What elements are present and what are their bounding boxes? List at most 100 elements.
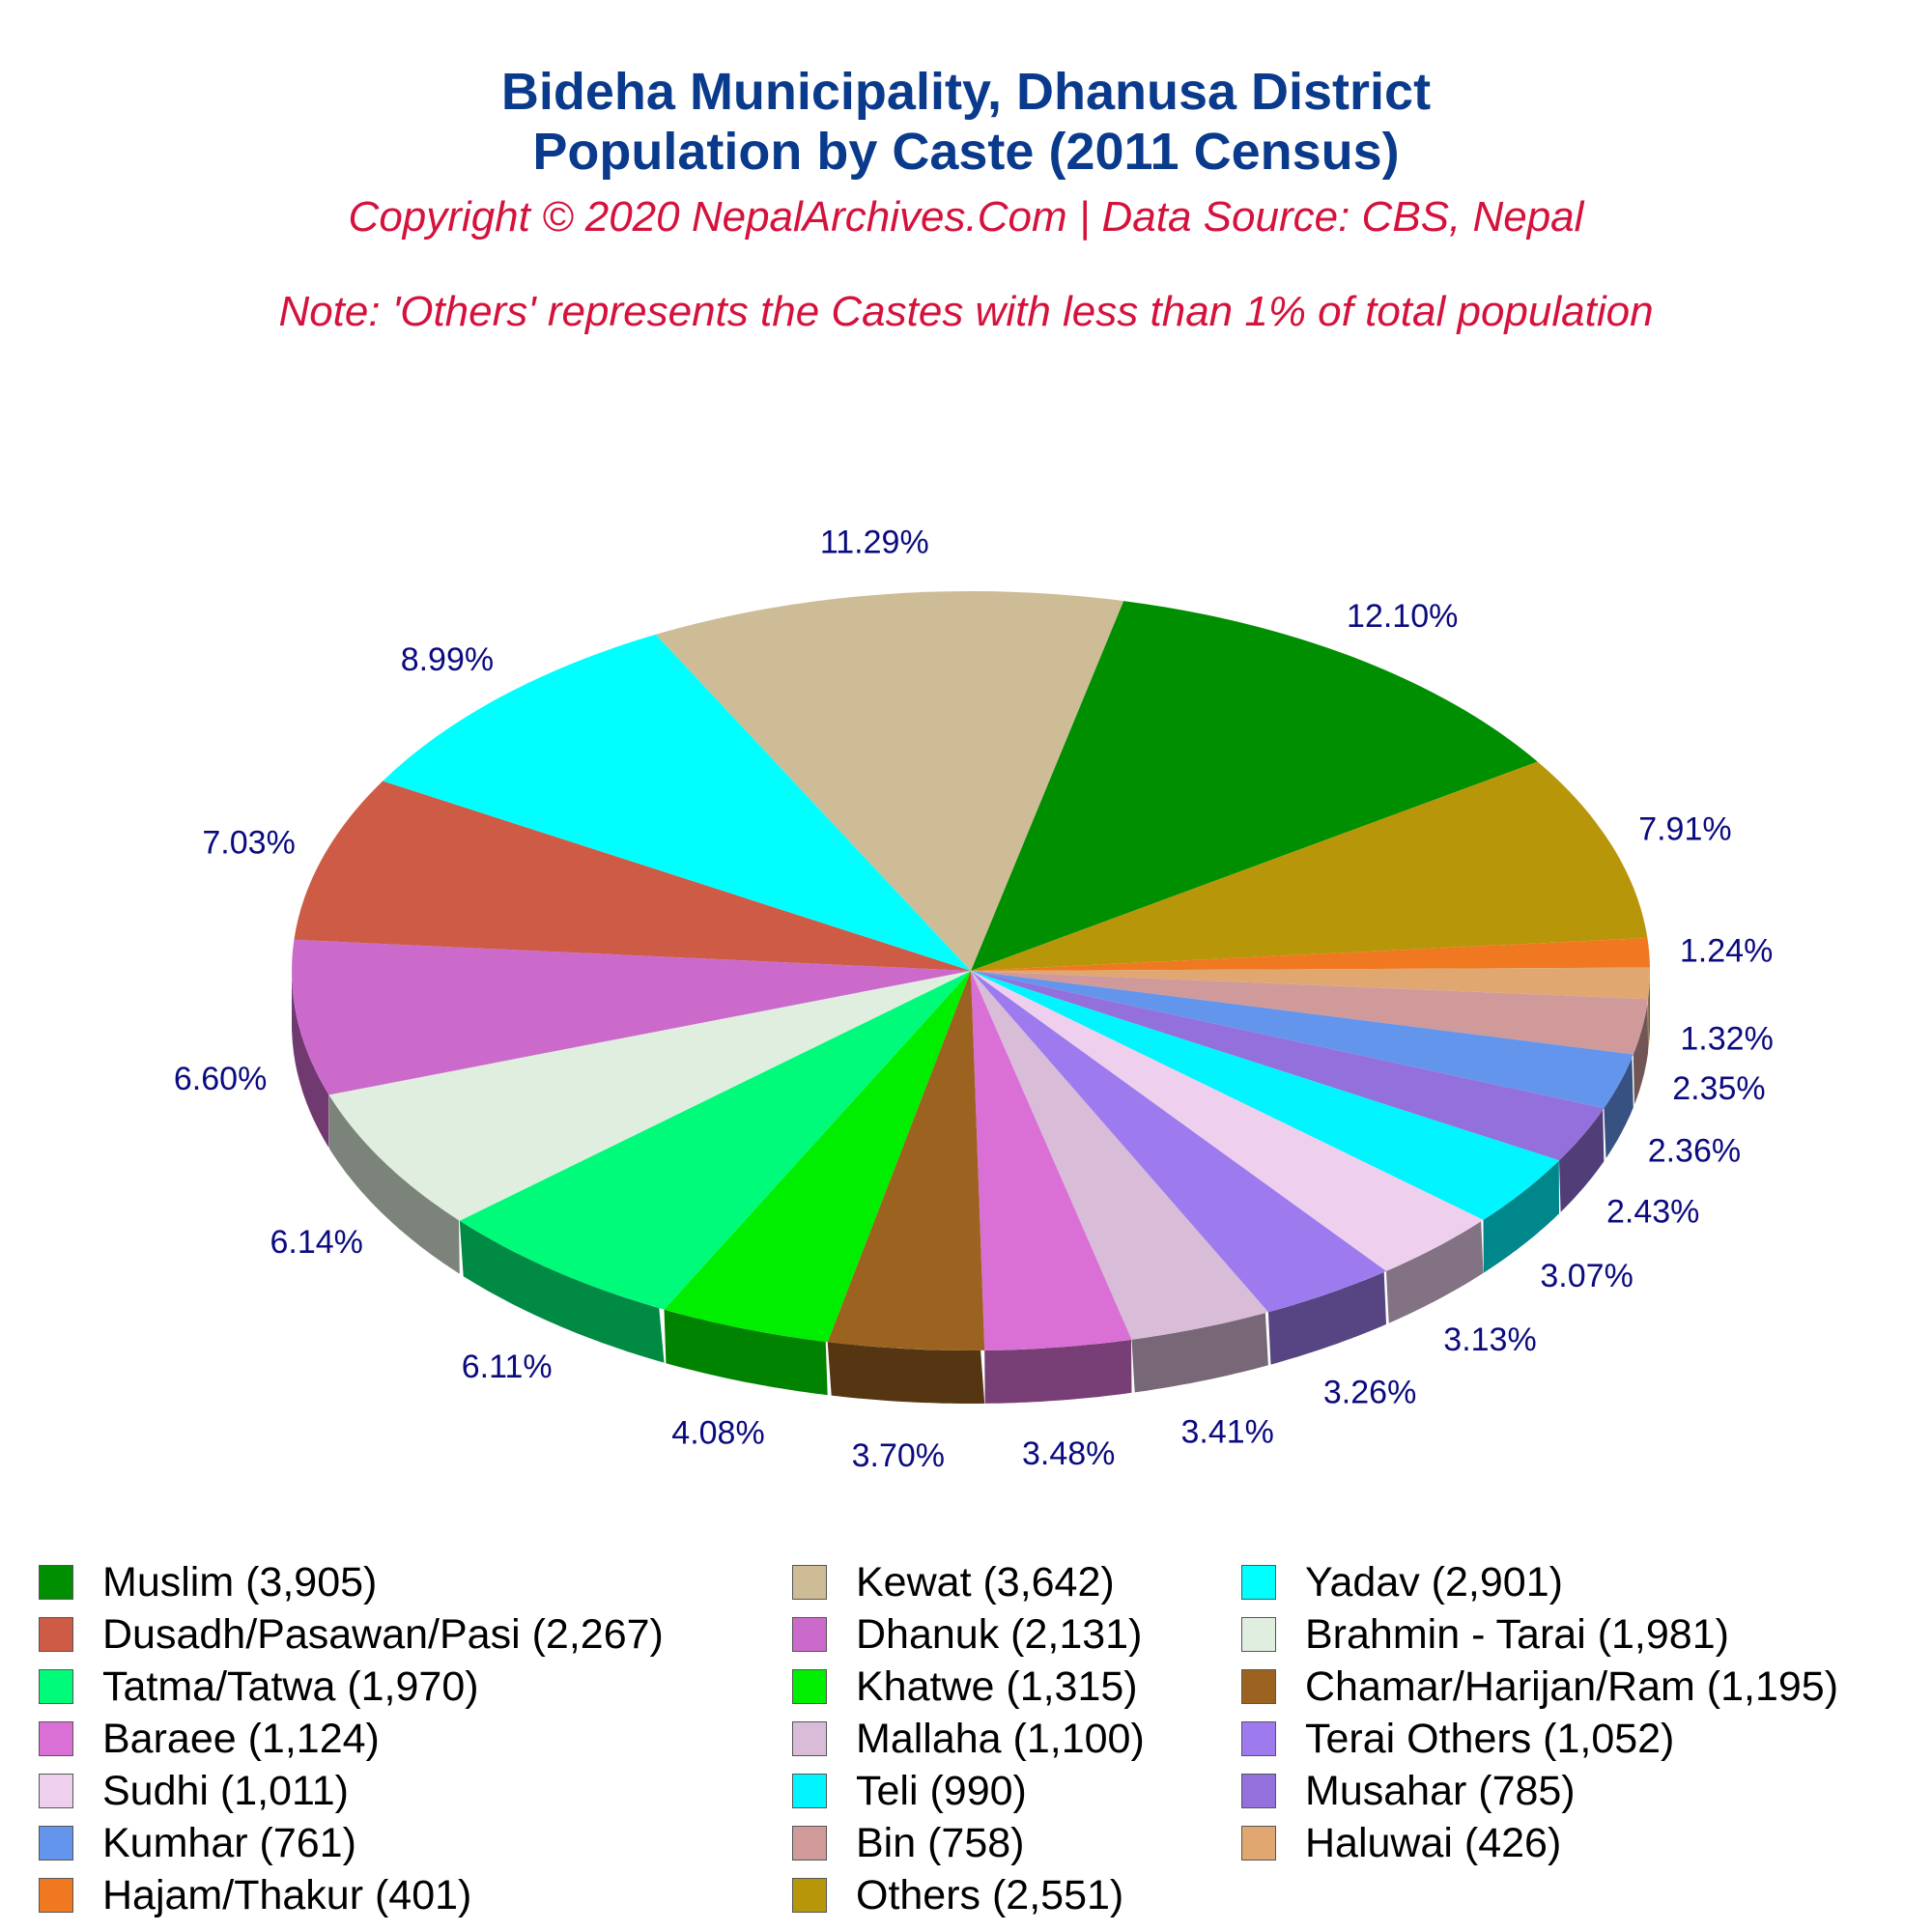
legend-item: Haluwai (426) (1241, 1818, 1561, 1868)
pie-label-13: 4.08% (671, 1414, 764, 1451)
pie-slice-18 (383, 634, 971, 971)
legend-label: Bin (758) (856, 1819, 1025, 1866)
pie-slice-15 (328, 971, 972, 1221)
pie-side-5 (1604, 1057, 1634, 1158)
pie-side-11 (984, 1339, 1132, 1404)
legend-label: Teli (990) (856, 1767, 1027, 1814)
pie-side-14 (459, 1220, 665, 1363)
pie-label-16: 6.60% (174, 1061, 267, 1097)
pie-slice-9 (971, 971, 1386, 1313)
pie-label-19: 11.29% (820, 525, 929, 561)
legend-label: Kewat (3,642) (856, 1558, 1115, 1605)
legend-swatch (1241, 1565, 1276, 1600)
pie-side-12 (827, 1342, 985, 1404)
legend-label: Others (2,551) (856, 1871, 1124, 1918)
pie-label-9: 3.26% (1323, 1375, 1416, 1411)
legend-item: Muslim (3,905) (39, 1557, 377, 1607)
pie-slice-16 (292, 939, 971, 1095)
pie-label-0: 12.10% (1347, 598, 1458, 635)
legend-item: Hajam/Thakur (401) (39, 1870, 471, 1920)
legend-swatch (39, 1721, 73, 1756)
legend-label: Sudhi (1,011) (102, 1767, 349, 1814)
legend-label: Haluwai (426) (1305, 1819, 1562, 1866)
pie-slice-4 (971, 971, 1649, 1055)
pie-percent-labels: 12.10% 7.91% 1.24% 1.32% 2.35% 2.36% 2.43% 3.07… (174, 525, 1774, 1474)
pie-slice-10 (971, 971, 1268, 1340)
legend-item: Dusadh/Pasawan/Pasi (2,267) (39, 1609, 664, 1660)
legend-swatch (39, 1669, 73, 1704)
pie-slice-11 (971, 971, 1132, 1350)
legend-swatch (792, 1774, 827, 1808)
legend-item: Tatma/Tatwa (1,970) (39, 1662, 479, 1712)
pie-side-3 (1648, 972, 1650, 1051)
legend-swatch (792, 1669, 827, 1704)
legend-swatch (792, 1565, 827, 1600)
legend-label: Hajam/Thakur (401) (102, 1871, 472, 1918)
pie-slice-5 (971, 971, 1634, 1109)
pie-side-13 (664, 1309, 828, 1396)
pie-side-4 (1633, 1002, 1649, 1105)
legend-item: Baraee (1,124) (39, 1714, 380, 1764)
pie-slice-0 (971, 601, 1538, 971)
legend-swatch (39, 1878, 73, 1913)
legend-swatch (1241, 1774, 1276, 1808)
legend-swatch (792, 1826, 827, 1861)
legend-label: Dusadh/Pasawan/Pasi (2,267) (102, 1610, 664, 1658)
legend-label: Musahar (785) (1305, 1767, 1576, 1814)
legend-item: Khatwe (1,315) (792, 1662, 1138, 1712)
legend-swatch (39, 1774, 73, 1808)
legend-label: Yadav (2,901) (1305, 1558, 1563, 1605)
pie-side-15 (328, 1094, 460, 1274)
chart-title-line1: Bideha Municipality, Dhanusa District (500, 63, 1432, 121)
pie-label-12: 3.70% (852, 1437, 945, 1474)
pie-slice-14 (459, 971, 971, 1310)
legend-swatch (39, 1826, 73, 1861)
legend-label: Dhanuk (2,131) (856, 1610, 1143, 1658)
pie-slice-3 (971, 967, 1651, 1000)
legend-item: Bin (758) (792, 1818, 1024, 1868)
pie-slice-19 (655, 591, 1124, 971)
pie-label-4: 2.35% (1672, 1070, 1765, 1107)
legend-swatch (39, 1617, 73, 1652)
legend-label: Chamar/Harijan/Ram (1,195) (1305, 1662, 1839, 1710)
pie-slice-8 (971, 971, 1484, 1271)
pie-chart: 12.10% 7.91% 1.24% 1.32% 2.35% 2.36% 2.43% 3.07… (174, 525, 1774, 1474)
note-text: Note: 'Others' represents the Castes wit… (278, 288, 1654, 335)
pie-label-1: 7.91% (1638, 811, 1731, 848)
legend-item: Brahmin - Tarai (1,981) (1241, 1609, 1729, 1660)
legend-label: Brahmin - Tarai (1,981) (1305, 1610, 1729, 1658)
copyright-text: Copyright © 2020 NepalArchives.Com | Dat… (348, 193, 1584, 241)
pie-slice-1 (971, 761, 1648, 971)
legend-swatch (792, 1617, 827, 1652)
pie-label-6: 2.43% (1606, 1194, 1699, 1231)
pie-label-11: 3.48% (1022, 1435, 1115, 1472)
legend-swatch (792, 1721, 827, 1756)
legend-item: Sudhi (1,011) (39, 1766, 349, 1816)
legend-swatch (39, 1565, 73, 1600)
legend-label: Baraee (1,124) (102, 1715, 380, 1762)
pie-side-8 (1386, 1221, 1484, 1323)
legend-label: Mallaha (1,100) (856, 1715, 1145, 1762)
pie-label-10: 3.41% (1180, 1413, 1273, 1450)
legend-item: Kumhar (761) (39, 1818, 356, 1868)
pie-side-10 (1131, 1313, 1268, 1393)
legend-item: Terai Others (1,052) (1241, 1714, 1674, 1764)
legend-item: Teli (990) (792, 1766, 1027, 1816)
legend-swatch (1241, 1617, 1276, 1652)
pie-label-17: 7.03% (202, 824, 295, 861)
legend-swatch (1241, 1721, 1276, 1756)
pie-slice-12 (827, 971, 985, 1350)
legend-label: Tatma/Tatwa (1,970) (102, 1662, 479, 1710)
legend-item: Musahar (785) (1241, 1766, 1576, 1816)
legend-item: Kewat (3,642) (792, 1557, 1115, 1607)
legend-item: Chamar/Harijan/Ram (1,195) (1241, 1662, 1838, 1712)
legend-label: Kumhar (761) (102, 1819, 356, 1866)
pie-top-faces (292, 591, 1651, 1350)
pie-label-8: 3.13% (1443, 1321, 1536, 1358)
pie-side-6 (1559, 1109, 1605, 1212)
chart-title-line2: Population by Caste (2011 Census) (532, 123, 1400, 181)
legend-label: Khatwe (1,315) (856, 1662, 1138, 1710)
legend-swatch (1241, 1669, 1276, 1704)
pie-side-9 (1267, 1271, 1386, 1365)
legend-swatch (792, 1878, 827, 1913)
